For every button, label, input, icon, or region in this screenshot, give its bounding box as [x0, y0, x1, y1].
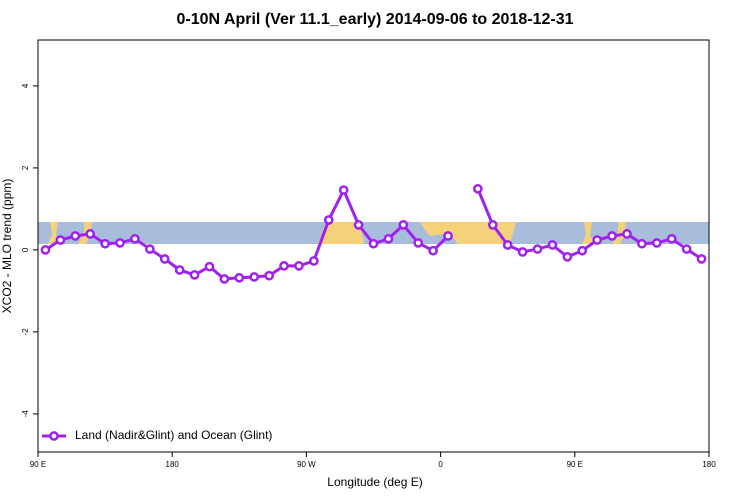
data-point: [368, 238, 379, 249]
data-point: [85, 229, 96, 239]
data-point: [353, 220, 364, 230]
data-point: [666, 233, 677, 244]
y-tick-label: -4: [21, 410, 30, 418]
data-point: [55, 235, 66, 245]
data-point: [234, 272, 245, 283]
plot-frame: [37, 39, 710, 453]
data-point: [562, 252, 573, 262]
map-band: [38, 222, 709, 244]
data-point: [532, 244, 543, 254]
data-point: [607, 231, 617, 241]
data-point: [100, 238, 110, 249]
data-point: [189, 270, 200, 280]
data-point: [264, 270, 274, 281]
data-point: [413, 238, 424, 248]
data-point: [428, 245, 438, 256]
data-point: [174, 265, 185, 275]
data-point: [204, 261, 215, 272]
x-tick-label: 90 E: [567, 460, 583, 469]
data-point: [473, 183, 483, 194]
x-tick-label: 180: [702, 460, 716, 469]
data-point: [577, 245, 588, 256]
chart-title: 0-10N April (Ver 11.1_early) 2014-09-06 …: [177, 11, 574, 28]
x-axis-label: Longitude (deg E): [327, 475, 422, 489]
data-point: [279, 261, 289, 271]
data-point: [309, 256, 319, 266]
data-point: [696, 254, 707, 264]
y-axis-label: XCO2 - MLO trend (ppm): [0, 179, 14, 314]
data-point: [338, 185, 349, 195]
data-point: [443, 231, 453, 241]
y-tick-label: 2: [21, 165, 30, 170]
data-point: [40, 245, 51, 255]
data-point: [219, 274, 230, 284]
series-line: [44, 186, 450, 281]
data-point: [398, 220, 409, 230]
y-tick-label: -2: [21, 328, 30, 336]
data-point: [249, 272, 260, 282]
x-tick-label: 180: [166, 460, 180, 469]
data-point: [547, 240, 558, 250]
data-point: [622, 229, 632, 239]
x-tick-label: 90 W: [297, 460, 316, 469]
data-point: [651, 238, 662, 248]
data-point: [637, 238, 647, 249]
data-point: [159, 254, 170, 264]
data-point: [502, 240, 513, 250]
legend-label: Land (Nadir&Glint) and Ocean (Glint): [75, 428, 272, 442]
x-tick-label: 0: [438, 460, 443, 469]
data-point: [294, 261, 304, 271]
data-point: [144, 244, 155, 254]
data-point: [383, 233, 394, 244]
data-point: [115, 238, 125, 248]
data-point: [517, 247, 528, 257]
data-point: [323, 215, 334, 225]
data-point: [130, 233, 140, 244]
data-point: [70, 231, 81, 241]
y-tick-label: 4: [21, 83, 30, 88]
legend-marker: [49, 431, 59, 441]
series-line: [476, 188, 703, 261]
data-point: [681, 244, 692, 254]
data-point: [487, 220, 498, 230]
y-tick-label: 0: [21, 247, 30, 252]
data-point: [592, 235, 603, 245]
x-tick-label: 90 E: [30, 460, 46, 469]
